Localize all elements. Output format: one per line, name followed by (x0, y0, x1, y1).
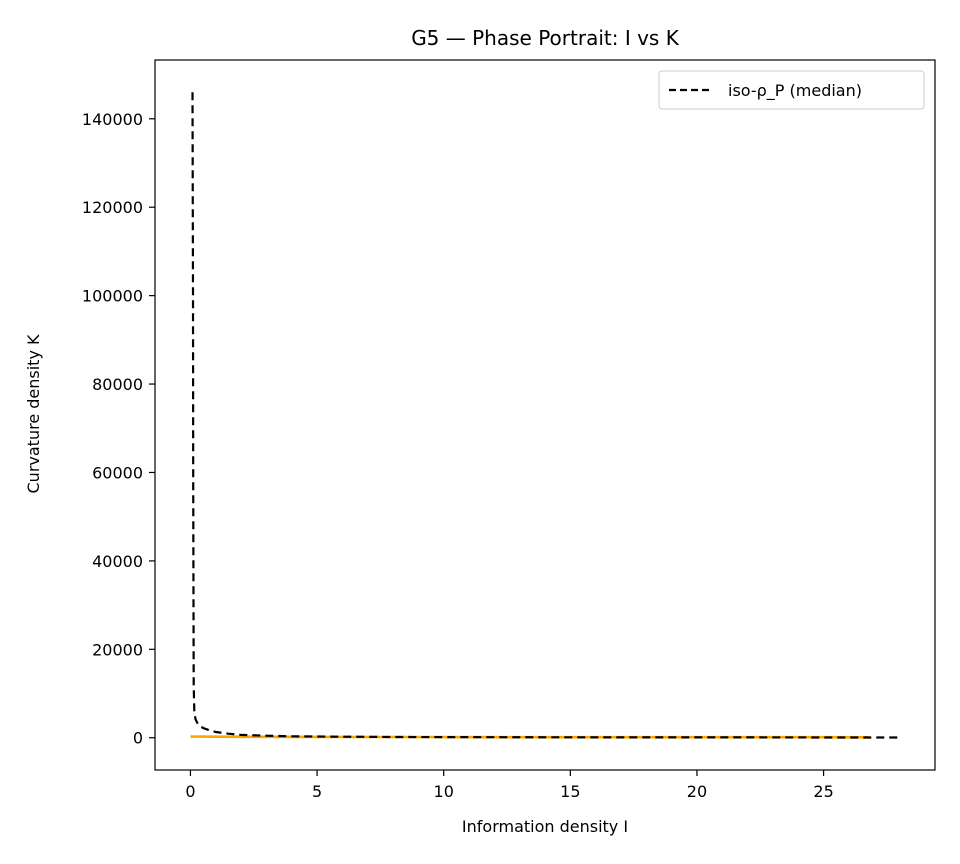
y-tick-label: 0 (133, 729, 143, 748)
y-axis: 0 20000 40000 60000 80000 100000 120000 140000 (82, 110, 155, 748)
y-axis-label: Curvature density K (24, 334, 43, 493)
y-tick-label: 80000 (92, 375, 143, 394)
x-axis-label: Information density I (462, 817, 628, 836)
legend: iso-ρ_P (median) (658, 70, 925, 110)
legend-label-iso-rho: iso-ρ_P (median) (728, 81, 862, 101)
x-tick-label: 10 (434, 782, 454, 801)
y-tick-label: 100000 (82, 287, 143, 306)
x-tick-label: 15 (560, 782, 580, 801)
series-line-0 (191, 92, 900, 739)
x-tick-label: 0 (185, 782, 195, 801)
y-tick-label: 40000 (92, 552, 143, 571)
y-tick-label: 140000 (82, 110, 143, 129)
chart-title: G5 — Phase Portrait: I vs K (411, 26, 680, 50)
legend-box (658, 70, 925, 110)
plot-area (154, 59, 936, 771)
x-axis: 0 5 10 15 20 25 (185, 770, 834, 801)
x-tick-label: 5 (312, 782, 322, 801)
x-tick-label: 25 (813, 782, 833, 801)
y-tick-label: 20000 (92, 640, 143, 659)
y-tick-label: 60000 (92, 463, 143, 482)
y-tick-label: 120000 (82, 198, 143, 217)
plot-frame (154, 59, 936, 771)
x-tick-label: 20 (687, 782, 707, 801)
